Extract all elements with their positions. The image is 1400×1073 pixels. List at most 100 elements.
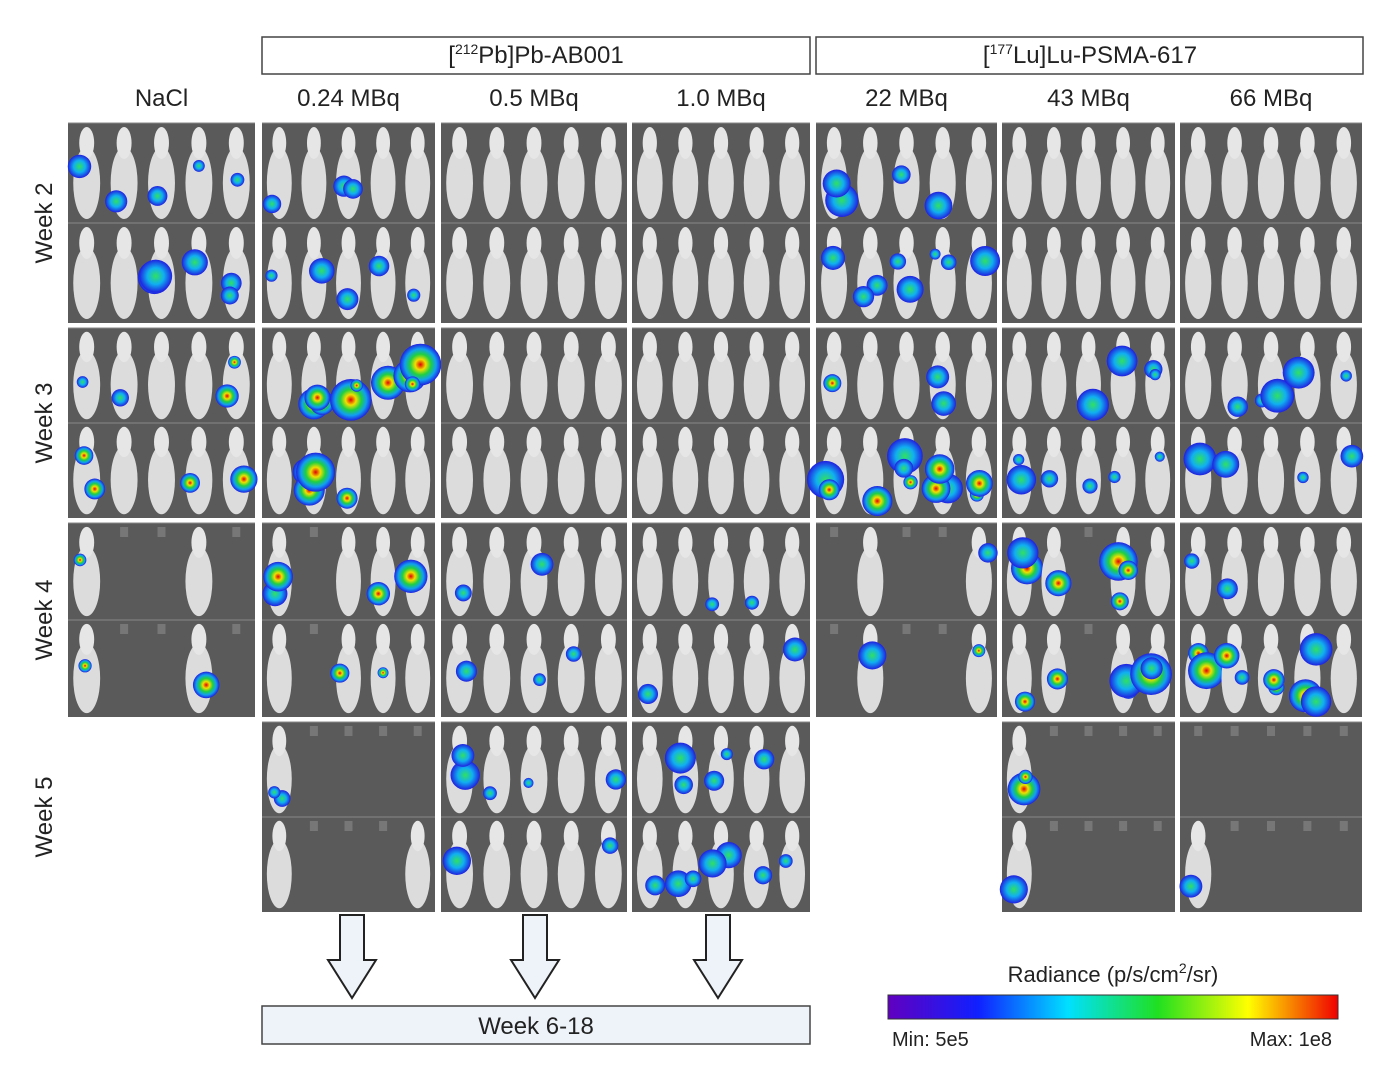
mouse-head (749, 227, 764, 259)
mouse-head (191, 331, 207, 363)
signal-spot (442, 846, 471, 875)
mouse-head (1046, 623, 1061, 655)
holder (309, 527, 318, 537)
mouse-head (785, 526, 800, 558)
signal-spot (778, 854, 793, 868)
mouse-head (452, 526, 468, 558)
signal-spot (1149, 369, 1161, 381)
signal-spot (483, 786, 497, 801)
mouse-body (1330, 546, 1357, 617)
image-panel (1002, 327, 1175, 518)
mouse-head (489, 426, 505, 458)
mouse-body (672, 643, 699, 714)
row-label: Week 2 (31, 183, 58, 264)
signal-spot (105, 190, 128, 213)
group-suffix: Lu]Lu-PSMA-617 (1013, 42, 1197, 69)
signal-spot (84, 478, 106, 500)
signal-spot (1154, 451, 1165, 462)
mouse-head (341, 623, 356, 655)
mouse-head (678, 820, 693, 852)
signal-spot (343, 179, 363, 199)
mouse-body (1330, 643, 1357, 714)
signal-spot (404, 376, 421, 392)
image-panel (262, 721, 435, 912)
signal-spot (565, 646, 582, 662)
image-panel (262, 327, 442, 518)
signal-spot (1340, 444, 1364, 468)
holder (1267, 821, 1275, 831)
colorbar-title-main: Radiance (p/s/cm (1008, 962, 1179, 987)
mouse-head (341, 127, 356, 159)
mouse-head (600, 331, 616, 363)
mouse-head (452, 127, 468, 159)
mouse-head (154, 331, 169, 363)
mouse-body (708, 147, 734, 219)
mouse-body (743, 445, 770, 515)
mouse-body (483, 839, 511, 909)
mouse-head (713, 331, 729, 363)
mouse-head (642, 526, 657, 558)
signal-spot (1014, 691, 1036, 712)
signal-spot (862, 485, 893, 517)
mouse-head (642, 820, 657, 852)
mouse-body (301, 147, 327, 219)
holder (902, 624, 911, 634)
signal-spot (823, 374, 842, 393)
mouse-body (520, 839, 548, 909)
mouse-body (1145, 546, 1171, 617)
signal-spot (1263, 669, 1285, 691)
image-panel (806, 327, 997, 518)
mouse-body (636, 147, 663, 219)
mouse-body (557, 445, 585, 515)
group-prefix: [ (448, 42, 455, 69)
group-sup: 212 (455, 41, 479, 57)
mouse-body (672, 445, 699, 515)
mouse-head (489, 623, 505, 655)
footer-box (261, 1005, 811, 1045)
signal-spot (931, 391, 956, 416)
mouse-head (376, 426, 391, 458)
mouse-body (483, 546, 511, 617)
mouse-head (563, 127, 579, 159)
mouse-head (749, 331, 764, 363)
mouse-head (1012, 725, 1027, 757)
signal-spot (664, 742, 696, 774)
mouse-head (526, 127, 542, 159)
signal-spot (67, 154, 92, 179)
mouse-head (785, 820, 800, 852)
colorbar-title-end: /sr) (1187, 962, 1219, 987)
mouse-body (857, 350, 884, 420)
holder (157, 527, 166, 537)
signal-spot (74, 446, 94, 465)
signal-spot (896, 275, 924, 303)
mouse-head (410, 227, 425, 259)
mouse-head (1081, 426, 1096, 458)
holder (309, 821, 318, 831)
mouse-head (1263, 331, 1279, 363)
mouse-head (1046, 227, 1061, 259)
mouse-head (678, 526, 693, 558)
signal-spot (903, 475, 918, 490)
signal-spot (753, 866, 773, 885)
signal-spot (858, 641, 887, 670)
image-panel (441, 122, 627, 323)
mouse-body (1294, 247, 1321, 319)
mouse-body (405, 839, 431, 909)
mouse-head (563, 820, 579, 852)
signal-spot (1108, 470, 1121, 484)
mouse-head (526, 526, 542, 558)
image-panel (1002, 122, 1175, 323)
signal-spot (999, 875, 1028, 904)
mouse-head (376, 623, 391, 655)
holder (157, 624, 166, 634)
signal-spot (1006, 464, 1037, 495)
mouse-head (1300, 331, 1315, 363)
mouse-body (595, 147, 622, 219)
signal-spot (230, 465, 258, 493)
mouse-head (749, 820, 764, 852)
holder (344, 726, 353, 736)
image-panel (1180, 122, 1362, 323)
mouse-body (965, 643, 992, 714)
signal-spot (78, 659, 92, 673)
holder (1230, 821, 1239, 831)
